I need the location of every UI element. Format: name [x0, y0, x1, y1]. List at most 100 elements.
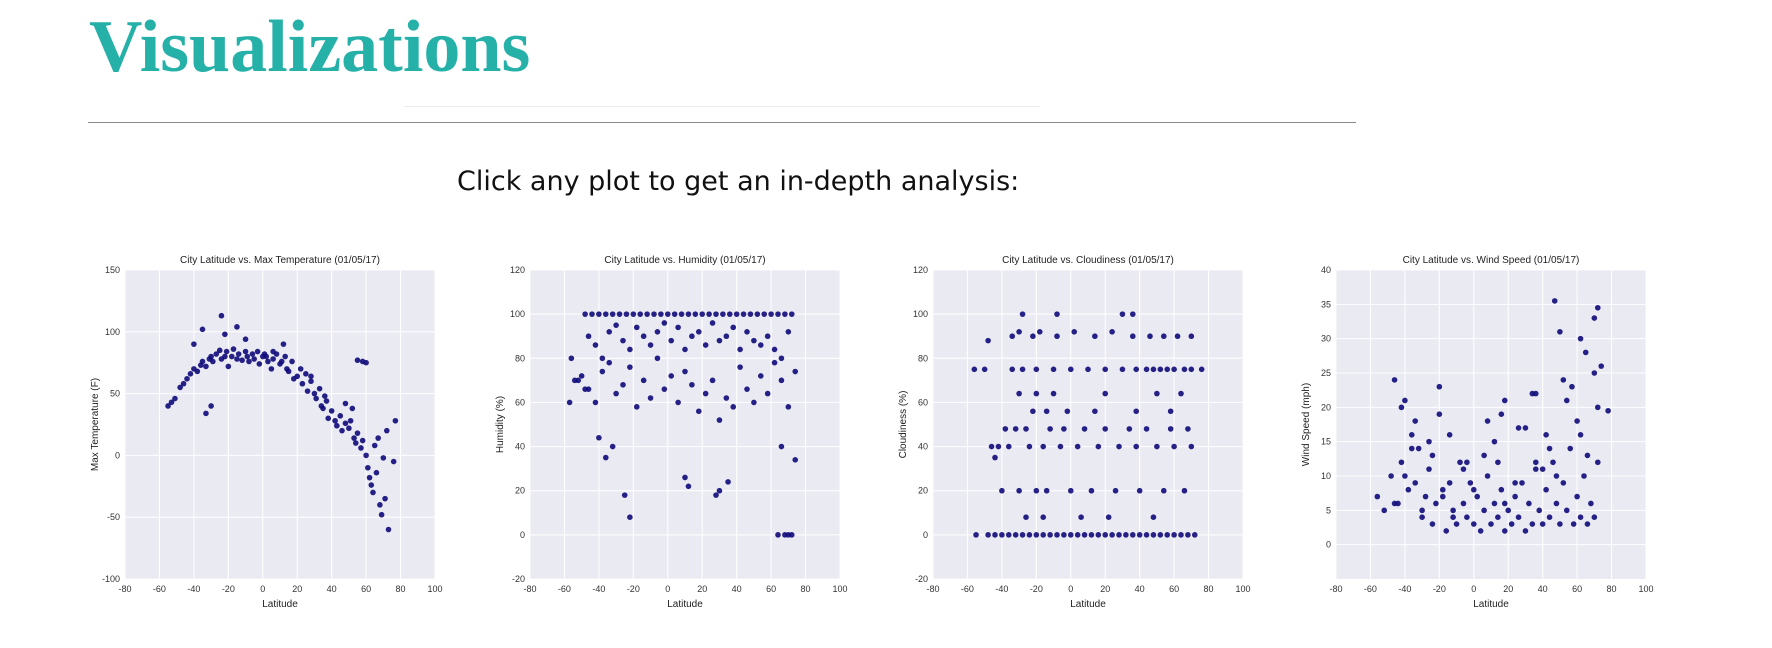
data-point	[270, 348, 276, 355]
chart-title: City Latitude vs. Max Temperature (01/05…	[180, 255, 380, 266]
y-tick-label: 100	[913, 309, 928, 319]
data-point	[1560, 480, 1567, 486]
data-point	[1546, 514, 1553, 520]
data-point	[633, 324, 640, 331]
data-point	[1174, 333, 1181, 340]
data-point	[744, 386, 750, 392]
data-point	[297, 366, 304, 372]
data-point	[1105, 514, 1112, 520]
x-tick-label: -40	[1398, 584, 1411, 594]
data-point	[1582, 349, 1589, 356]
data-point	[1016, 487, 1022, 494]
x-axis-label: Latitude	[262, 599, 298, 610]
cloudiness-plot-link[interactable]: -80 -60 -40 -20 0 20 40 60 80 100 -20 0 20 40 60 80 100 1…	[893, 245, 1283, 625]
data-point	[785, 404, 792, 410]
y-tick-label: 120	[913, 265, 928, 275]
data-point	[1515, 514, 1522, 520]
data-point	[1415, 445, 1422, 452]
data-point	[1594, 404, 1601, 411]
data-point	[242, 336, 249, 343]
data-point	[203, 410, 209, 417]
data-point	[1129, 333, 1136, 340]
x-tick-label: 100	[1235, 584, 1250, 594]
data-point	[1391, 377, 1398, 383]
data-point	[1484, 418, 1491, 424]
data-point	[349, 405, 356, 412]
data-point	[664, 311, 671, 317]
data-point	[678, 311, 685, 317]
data-point	[675, 399, 681, 406]
data-point	[668, 373, 675, 379]
data-point	[689, 333, 695, 340]
data-point	[382, 495, 388, 502]
data-point	[194, 368, 201, 375]
data-point	[737, 364, 743, 370]
data-point	[1512, 493, 1518, 500]
data-point	[187, 371, 194, 377]
x-tick-label: 40	[732, 584, 742, 594]
data-point	[723, 395, 730, 401]
data-point	[1439, 493, 1446, 500]
data-point	[1515, 425, 1522, 431]
data-point	[1050, 366, 1057, 373]
data-point	[1519, 480, 1525, 486]
data-point	[1102, 426, 1109, 432]
x-tick-label: 60	[1169, 584, 1179, 594]
data-point	[695, 408, 702, 415]
humidity-plot-link[interactable]: -80 -60 -40 -20 0 20 40 60 80 100 -20 0 20 40 60 80 100 1…	[490, 245, 880, 625]
data-point	[380, 455, 387, 461]
data-point	[1026, 443, 1033, 450]
data-point	[1064, 408, 1071, 415]
data-point	[256, 361, 263, 367]
data-point	[675, 324, 681, 331]
data-point	[620, 337, 626, 344]
data-point	[754, 311, 761, 317]
x-tick-label: 100	[832, 584, 847, 594]
data-point	[1185, 532, 1191, 538]
x-tick-label: 80	[396, 584, 406, 594]
data-point	[720, 311, 726, 317]
data-point	[1047, 426, 1053, 432]
section-divider	[88, 122, 1356, 123]
data-point	[1570, 521, 1577, 527]
data-point	[788, 532, 795, 538]
data-point	[313, 395, 319, 402]
y-tick-label: 150	[105, 265, 120, 275]
data-point	[778, 355, 785, 362]
data-point	[973, 532, 979, 538]
data-point	[1016, 390, 1022, 397]
x-tick-label: 20	[697, 584, 707, 594]
x-tick-label: 100	[1638, 584, 1653, 594]
x-tick-label: 0	[1068, 584, 1073, 594]
data-point	[377, 502, 383, 508]
temperature-plot-link[interactable]: -80 -60 -40 -20 0 20 40 60 80 100 -100 -50 0 50 100 150…	[85, 245, 475, 625]
data-point	[1147, 333, 1153, 340]
data-point	[671, 311, 678, 317]
data-point	[1171, 443, 1177, 450]
data-point	[775, 311, 781, 317]
data-point	[1061, 532, 1067, 538]
data-point	[308, 373, 314, 380]
data-point	[1460, 500, 1467, 507]
data-point	[1422, 493, 1429, 500]
data-point	[682, 368, 688, 375]
data-point	[1563, 397, 1570, 404]
data-point	[702, 390, 709, 397]
data-point	[999, 487, 1005, 494]
data-point	[1067, 487, 1074, 494]
data-point	[280, 341, 287, 347]
data-point	[1498, 486, 1505, 493]
wind-speed-plot-link[interactable]: -80 -60 -40 -20 0 20 40 60 80 100 0 5 10 15 20 25 30 35 40…	[1296, 245, 1686, 625]
data-point	[323, 398, 330, 404]
data-point	[1054, 333, 1060, 340]
x-tick-label: 100	[427, 584, 442, 594]
data-point	[1085, 366, 1091, 373]
data-point	[685, 483, 692, 490]
data-point	[218, 312, 225, 319]
data-point	[1023, 426, 1029, 432]
data-point	[621, 492, 628, 498]
x-axis-label: Latitude	[1473, 599, 1509, 610]
data-point	[168, 399, 175, 406]
y-tick-label: -100	[102, 574, 120, 584]
data-point	[1550, 459, 1556, 466]
